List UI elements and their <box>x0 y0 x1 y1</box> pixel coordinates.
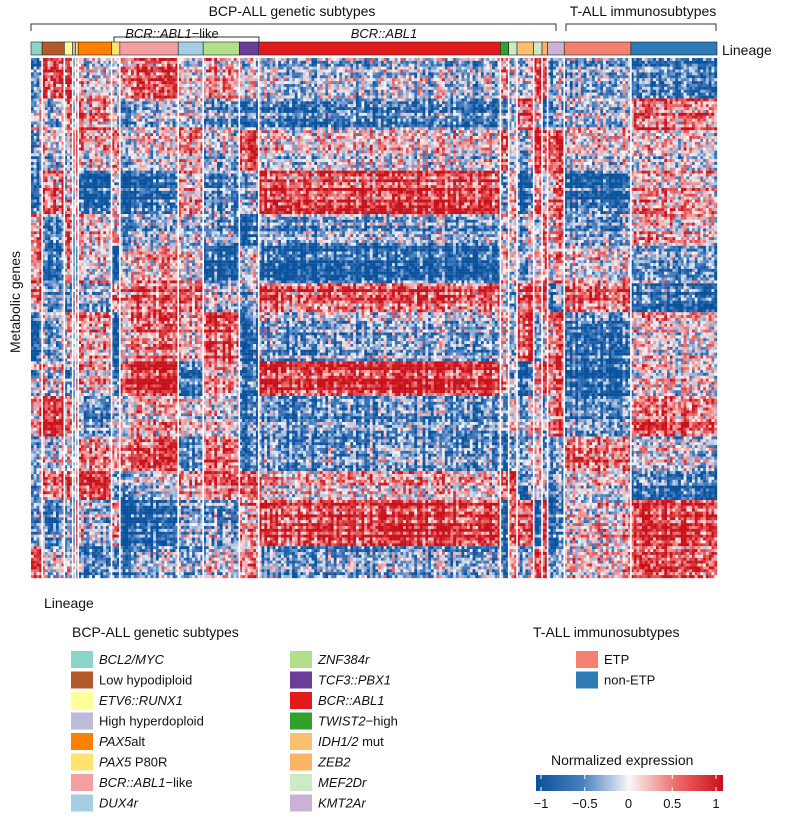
annotation-bcl2-myc <box>31 42 42 55</box>
legend-item-label: IDH1/2 mut <box>318 734 384 749</box>
legend-tall-heading: T-ALL immunosubtypes <box>533 624 680 640</box>
legend-item-label: KMT2Ar <box>318 796 366 811</box>
annotation-pax5-p80r <box>75 42 78 55</box>
legend-swatch <box>71 733 93 750</box>
legend-item-label: Low hypodiploid <box>99 673 192 688</box>
bcp-bracket <box>31 24 556 31</box>
lineage-label: Lineage <box>722 42 772 58</box>
annotation-low-hypodiploid <box>42 42 64 55</box>
legend-item-label: ZEB2 <box>317 755 351 770</box>
annotation-mef2dr <box>509 42 517 55</box>
tall-title: T-ALL immunosubtypes <box>570 3 717 19</box>
tall-bracket <box>566 24 716 31</box>
legend-item-label: MEF2Dr <box>318 775 367 790</box>
legend-swatch <box>71 795 93 812</box>
annotation-tcf3-pbx1 <box>239 42 258 55</box>
legend-bcp-col2: ZNF384rTCF3::PBX1BCR::ABL1TWIST2−highIDH… <box>290 651 398 812</box>
legend-item-label: PAX5alt <box>99 734 145 749</box>
legend-swatch <box>290 692 312 709</box>
annotation-pax5alt <box>78 42 111 55</box>
legend-swatch <box>71 651 93 668</box>
legend-swatch <box>290 651 312 668</box>
annotation-zeb2 <box>542 42 548 55</box>
legend-swatch <box>71 692 93 709</box>
colorbar-tick-label: −1 <box>534 796 549 811</box>
annotation-bcr-abl1-like <box>120 42 178 55</box>
legend-item-label: DUX4r <box>99 796 139 811</box>
colorbar-tick-label: 1 <box>712 796 719 811</box>
legend-swatch <box>290 672 312 689</box>
annotation-etp <box>564 42 631 55</box>
legend-swatch <box>576 672 598 689</box>
colorbar-tick-label: 0 <box>625 796 632 811</box>
legend-item-label: BCR::ABL1 <box>318 693 384 708</box>
legend-item-label: ETP <box>604 652 629 667</box>
annotation-pax5-p80r <box>112 42 120 55</box>
bcr-like-label: BCR::ABL1−like <box>125 26 219 41</box>
legend: Lineage BCP-ALL genetic subtypes T-ALL i… <box>44 595 723 812</box>
annotation-mef2dr <box>534 42 542 55</box>
colorbar-tick-label: −0.5 <box>572 796 598 811</box>
legend-swatch <box>290 713 312 730</box>
legend-swatch <box>290 795 312 812</box>
legend-tall: ETP non-ETP <box>576 651 655 689</box>
legend-swatch <box>290 774 312 791</box>
colorbar-title: Normalized expression <box>551 752 693 768</box>
colorbar-gradient <box>536 775 723 791</box>
legend-item-label: ETV6::RUNX1 <box>99 693 183 708</box>
y-axis-label: Metabolic genes <box>7 251 23 353</box>
legend-bcp-heading: BCP-ALL genetic subtypes <box>72 624 239 640</box>
legend-item-label: ZNF384r <box>317 652 370 667</box>
bcp-title: BCP-ALL genetic subtypes <box>209 3 376 19</box>
legend-item-label: BCL2/MYC <box>99 652 165 667</box>
annotation-high-hyperdoploid <box>73 42 76 55</box>
legend-item-label: TWIST2−high <box>318 714 398 729</box>
legend-item-label: PAX5 P80R <box>99 755 167 770</box>
legend-swatch <box>290 754 312 771</box>
legend-swatch <box>71 713 93 730</box>
legend-swatch <box>71 774 93 791</box>
annotation-twist2-high <box>500 42 508 55</box>
legend-title: Lineage <box>44 595 94 611</box>
colorbar-tick-label: 0.5 <box>663 796 681 811</box>
annotation-znf384r <box>203 42 239 55</box>
annotation-bcr-abl1 <box>259 42 501 55</box>
annotation-idh1-2-mut <box>517 42 534 55</box>
legend-swatch <box>71 754 93 771</box>
legend-item-label: BCR::ABL1−like <box>99 775 193 790</box>
legend-swatch <box>576 651 598 668</box>
legend-swatch <box>290 733 312 750</box>
heatmap <box>31 58 717 578</box>
colorbar: Normalized expression −1 −0.5 0 0.5 1 <box>534 752 723 811</box>
legend-item-label: TCF3::PBX1 <box>318 673 391 688</box>
bcr-label: BCR::ABL1 <box>351 26 417 41</box>
legend-item-label: non-ETP <box>604 673 655 688</box>
annotation-etv6-runx1 <box>64 42 72 55</box>
legend-item-label: High hyperdoploid <box>99 714 204 729</box>
legend-swatch <box>71 672 93 689</box>
annotation-non-etp <box>631 42 717 55</box>
annotation-dux4r <box>178 42 203 55</box>
annotation-kmt2ar <box>548 42 565 55</box>
lineage-annotation-bar <box>31 42 717 55</box>
figure: BCP-ALL genetic subtypes T-ALL immunosub… <box>0 0 785 829</box>
